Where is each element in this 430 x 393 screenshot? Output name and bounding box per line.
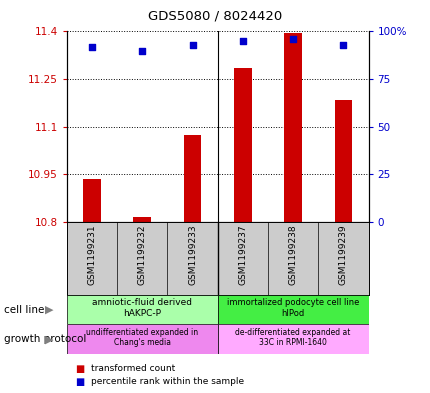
Text: GSM1199237: GSM1199237 [238, 224, 247, 285]
Text: de-differentiated expanded at
33C in RPMI-1640: de-differentiated expanded at 33C in RPM… [235, 328, 350, 347]
Text: undifferentiated expanded in
Chang's media: undifferentiated expanded in Chang's med… [86, 328, 198, 347]
Text: ▶: ▶ [45, 305, 54, 315]
Bar [133, 217, 150, 222]
Text: percentile rank within the sample: percentile rank within the sample [90, 378, 243, 386]
Point [138, 48, 145, 54]
Bar [334, 100, 351, 222]
Bar [67, 324, 217, 354]
Bar [183, 135, 201, 222]
Bar [67, 295, 217, 324]
Bar [217, 324, 368, 354]
Bar [284, 33, 301, 222]
Text: GSM1199232: GSM1199232 [138, 224, 146, 285]
Text: ▶: ▶ [45, 334, 54, 344]
Bar [233, 68, 251, 222]
Text: GSM1199238: GSM1199238 [288, 224, 297, 285]
Text: ■: ■ [75, 364, 84, 374]
Bar [83, 179, 101, 222]
Text: ■: ■ [75, 377, 84, 387]
Text: cell line: cell line [4, 305, 45, 315]
Text: transformed count: transformed count [90, 364, 174, 373]
Text: GSM1199239: GSM1199239 [338, 224, 347, 285]
Point [88, 44, 95, 50]
Text: amniotic-fluid derived
hAKPC-P: amniotic-fluid derived hAKPC-P [92, 298, 192, 318]
Text: growth protocol: growth protocol [4, 334, 86, 344]
Point [189, 42, 196, 48]
Text: GSM1199233: GSM1199233 [187, 224, 197, 285]
Point [289, 36, 296, 42]
Text: GSM1199231: GSM1199231 [87, 224, 96, 285]
Text: immortalized podocyte cell line
hIPod: immortalized podocyte cell line hIPod [226, 298, 359, 318]
Bar [217, 295, 368, 324]
Text: GDS5080 / 8024420: GDS5080 / 8024420 [148, 10, 282, 23]
Point [339, 42, 346, 48]
Point [239, 38, 246, 44]
